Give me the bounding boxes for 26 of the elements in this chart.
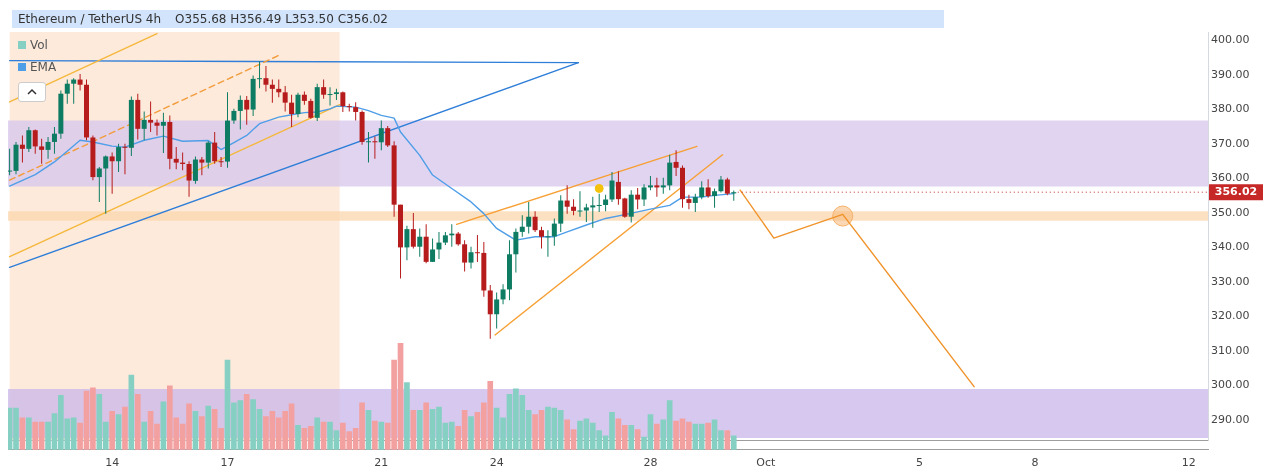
y-tick-label: 330.00: [1211, 274, 1250, 288]
y-tick-label: 350.00: [1211, 205, 1250, 219]
annotation: 356.02: [1214, 185, 1258, 199]
x-tick-label: 14: [105, 456, 120, 470]
y-tick-label: 290.00: [1211, 412, 1250, 426]
x-tick-label: 24: [489, 456, 504, 470]
y-tick-label: 370.00: [1211, 136, 1250, 150]
y-tick-label: 310.00: [1211, 343, 1250, 357]
y-tick-label: 300.00: [1211, 378, 1250, 392]
y-tick-label: 360.00: [1211, 171, 1250, 185]
y-tick-label: 380.00: [1211, 102, 1250, 116]
legend-label: Vol: [30, 38, 48, 52]
legend-label: EMA: [30, 60, 57, 74]
y-tick-label: 390.00: [1211, 67, 1250, 81]
x-tick-label: 8: [1031, 456, 1039, 470]
x-tick-label: 17: [220, 456, 235, 470]
chart-title: Ethereum / TetherUS 4h: [18, 12, 162, 26]
x-tick-label: 5: [916, 456, 924, 470]
x-tick-label: 12: [1181, 456, 1196, 470]
x-tick-label: 21: [374, 456, 389, 470]
y-tick-label: 400.00: [1211, 33, 1250, 47]
y-tick-label: 320.00: [1211, 309, 1250, 323]
x-tick-label: 28: [643, 456, 658, 470]
x-tick-label: Oct: [756, 456, 776, 470]
chart-subtitle: O355.68 H356.49 L353.50 C356.02: [175, 12, 388, 26]
y-tick-label: 340.00: [1211, 240, 1250, 254]
